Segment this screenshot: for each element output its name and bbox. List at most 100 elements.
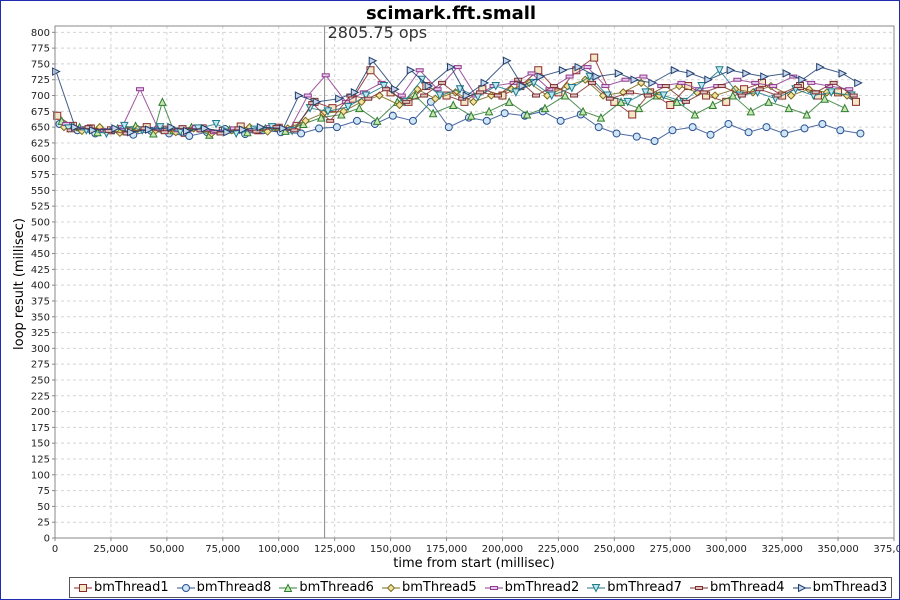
data-point <box>625 90 634 95</box>
data-point <box>851 97 860 106</box>
y-tick-label: 375 <box>31 296 50 307</box>
data-point <box>605 96 614 101</box>
legend-swatch-marker <box>79 583 87 592</box>
data-point <box>728 90 738 100</box>
data-point <box>715 66 724 75</box>
legend-label: bmThread5 <box>401 580 477 595</box>
data-point <box>484 106 494 116</box>
x-tick-label: 75,000 <box>205 544 240 555</box>
data-point <box>630 75 640 85</box>
series-bmThread3 <box>52 56 863 137</box>
data-point <box>614 69 624 78</box>
y-tick-label: 500 <box>31 217 50 228</box>
data-point <box>643 93 652 98</box>
data-point <box>402 99 411 104</box>
data-point <box>661 84 670 89</box>
legend-label: bmThread3 <box>812 580 888 595</box>
data-point <box>301 116 310 126</box>
data-point <box>784 103 794 113</box>
data-point <box>583 65 592 70</box>
data-point <box>415 68 424 73</box>
y-tick-label: 200 <box>31 407 50 418</box>
data-point <box>786 91 796 100</box>
y-tick-label: 675 <box>31 107 50 118</box>
data-point <box>570 93 579 98</box>
legend-item: bmThread7 <box>587 580 682 595</box>
data-point <box>428 108 438 118</box>
y-axis-label: loop result (millisec) <box>12 218 27 350</box>
data-point <box>332 123 341 132</box>
x-tick-label: 350,000 <box>817 544 858 555</box>
data-point <box>807 80 816 85</box>
data-point <box>639 74 648 79</box>
data-point <box>686 69 696 78</box>
y-tick-label: 575 <box>31 170 50 181</box>
y-tick-label: 150 <box>31 439 50 450</box>
data-point <box>565 74 574 79</box>
data-point <box>447 62 456 72</box>
data-point <box>160 130 169 135</box>
data-point <box>757 78 766 87</box>
data-point <box>294 91 304 100</box>
legend-label: bmThread6 <box>299 580 374 595</box>
y-tick-label: 750 <box>31 59 50 70</box>
data-point <box>316 113 326 122</box>
legend: bmThread1 bmThread8 bmThread6 bmThread5 bmTh… <box>69 577 893 598</box>
data-point <box>84 125 93 130</box>
y-tick-label: 300 <box>31 344 50 355</box>
data-point <box>279 124 288 133</box>
y-tick-label: 425 <box>31 265 50 276</box>
data-point <box>717 84 726 89</box>
data-point <box>433 87 442 92</box>
data-point <box>303 93 312 98</box>
data-point <box>507 85 516 94</box>
y-tick-label: 225 <box>31 391 50 402</box>
data-point <box>368 56 378 66</box>
data-point <box>256 122 266 132</box>
data-point <box>760 72 769 81</box>
data-point <box>52 67 61 76</box>
data-point <box>592 72 602 81</box>
data-point <box>540 103 550 113</box>
x-tick-label: 300,000 <box>706 544 747 555</box>
data-point <box>668 126 677 135</box>
data-point <box>648 78 657 88</box>
x-tick-label: 325,000 <box>761 544 802 555</box>
legend-swatch <box>792 583 811 592</box>
chart-title: scimark.fft.small <box>366 3 536 24</box>
data-point <box>466 111 476 120</box>
x-axis-ticks: 0 25,000 50,000 75,000 100,000 125,000 150,000… <box>52 538 899 555</box>
data-point <box>522 109 532 119</box>
data-point <box>710 91 720 100</box>
data-point <box>216 131 225 136</box>
y-tick-label: 400 <box>31 281 50 292</box>
legend-swatch-marker <box>797 583 807 592</box>
data-point <box>315 124 324 133</box>
x-axis-label: time from start (millisec) <box>393 556 554 571</box>
y-tick-label: 775 <box>31 44 50 55</box>
data-point <box>697 82 706 91</box>
data-point <box>144 125 154 134</box>
data-point <box>666 101 675 110</box>
legend-label: bmThread2 <box>504 580 580 595</box>
data-point <box>612 129 621 138</box>
data-point <box>448 100 458 110</box>
data-point <box>89 125 98 135</box>
legend-label: bmThread7 <box>607 580 682 595</box>
y-tick-label: 25 <box>37 518 50 529</box>
data-point <box>111 124 121 133</box>
data-point <box>762 123 771 132</box>
data-point <box>780 129 789 138</box>
data-point <box>751 80 760 85</box>
data-point <box>818 119 827 128</box>
data-point <box>476 90 485 95</box>
data-point <box>353 116 362 125</box>
data-point <box>127 127 136 137</box>
data-point <box>518 81 528 91</box>
data-point <box>755 87 764 92</box>
data-point <box>200 124 210 133</box>
legend-swatch-marker <box>591 583 601 593</box>
data-point <box>793 84 802 89</box>
y-tick-label: 250 <box>31 375 50 386</box>
data-point <box>677 80 686 85</box>
